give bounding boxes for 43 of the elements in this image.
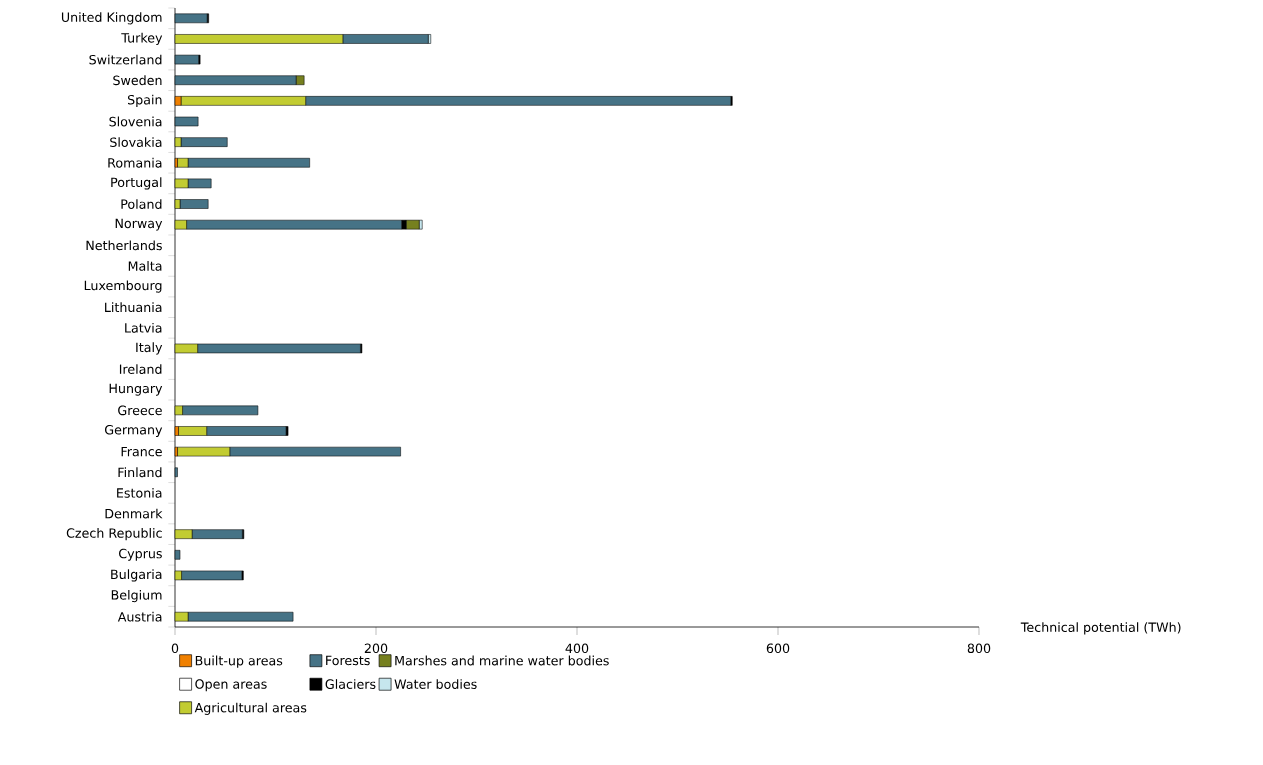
y-tick-label: Norway [115, 218, 163, 231]
y-tick-label: Romania [108, 157, 162, 168]
y-tick-label: Bulgaria [111, 569, 162, 582]
y-tick-label: Finland [118, 467, 162, 478]
y-tick-label: Ireland [119, 364, 162, 374]
y-tick-label: Italy [136, 342, 163, 355]
y-tick-label: Latvia [125, 322, 162, 333]
y-tick-label: Portugal [111, 177, 162, 190]
y-tick-label: Netherlands [86, 240, 162, 251]
legend-label: Water bodies [394, 679, 477, 689]
x-axis-title: Technical potential (TWh) [1020, 622, 1181, 635]
y-tick-label: Malta [128, 261, 162, 271]
x-tick-label: 0 [171, 643, 179, 654]
y-tick-label: France [121, 446, 162, 457]
y-tick-label: Belgium [111, 589, 162, 603]
y-tick-label: Czech Republic [66, 528, 162, 541]
y-tick-label: Austria [117, 611, 162, 622]
y-tick-label: Slovakia [110, 137, 162, 148]
y-tick-label: Slovenia [109, 116, 162, 127]
y-tick-label: Hungary [109, 383, 163, 396]
legend-label: Open areas [195, 679, 267, 692]
x-tick-label: 400 [565, 643, 589, 654]
y-tick-label: Turkey [121, 32, 163, 46]
legend-label: Marshes and marine water bodies [395, 655, 609, 666]
y-tick-label: Switzerland [89, 54, 162, 65]
legend-label: Built-up areas [195, 655, 283, 668]
x-tick-label: 600 [766, 643, 790, 654]
y-tick-label: Estonia [117, 488, 162, 498]
y-tick-label: Sweden [113, 75, 162, 86]
y-tick-label: Poland [121, 199, 162, 209]
x-tick-label: 800 [967, 643, 991, 654]
x-tick-label: 200 [364, 643, 388, 654]
legend-label: Glaciers [325, 679, 376, 689]
y-tick-label: Cyprus [119, 548, 162, 561]
y-tick-label: Luxembourg [84, 280, 162, 293]
legend-label: Forests [326, 655, 370, 666]
y-tick-label: Lithuania [105, 302, 162, 313]
y-tick-label: Germany [105, 424, 163, 438]
y-tick-label: United Kingdom [61, 12, 162, 25]
y-tick-label: Greece [118, 405, 162, 416]
legend-label: Agricultural areas [194, 702, 307, 715]
y-tick-label: Denmark [105, 508, 163, 519]
y-tick-label: Spain [127, 94, 162, 107]
